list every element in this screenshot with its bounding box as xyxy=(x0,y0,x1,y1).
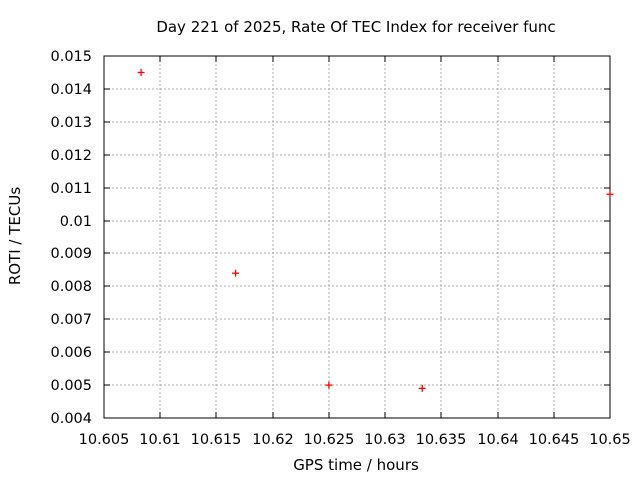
x-axis-label: GPS time / hours xyxy=(293,456,419,474)
x-tick-label: 10.63 xyxy=(364,432,406,448)
x-tick-label: 10.645 xyxy=(529,432,580,448)
y-axis-label: ROTI / TECUs xyxy=(6,187,24,285)
x-tick-label: 10.635 xyxy=(416,432,467,448)
data-point-marker xyxy=(137,68,145,76)
data-point-marker xyxy=(325,381,333,389)
data-point-markers xyxy=(137,68,614,392)
x-tick-label: 10.61 xyxy=(139,432,181,448)
y-tick-label: 0.012 xyxy=(50,148,92,164)
y-tick-label: 0.007 xyxy=(50,312,92,328)
y-tick-label: 0.014 xyxy=(50,82,92,98)
data-point-marker xyxy=(418,384,426,392)
y-tick-label: 0.004 xyxy=(50,411,92,427)
data-point-marker xyxy=(606,190,614,198)
x-tick-label: 10.625 xyxy=(304,432,355,448)
x-tick-label: 10.64 xyxy=(477,432,519,448)
y-tick-label: 0.011 xyxy=(50,181,92,197)
data-point-marker xyxy=(232,269,240,277)
chart-title: Day 221 of 2025, Rate Of TEC Index for r… xyxy=(156,18,555,36)
y-tick-label: 0.009 xyxy=(50,246,92,262)
x-tick-label: 10.615 xyxy=(191,432,242,448)
y-tick-label: 0.008 xyxy=(50,279,92,295)
tick-labels: 10.605 10.61 10.615 10.62 10.625 10.63 10.635 1… xyxy=(50,49,630,448)
y-tick-label: 0.015 xyxy=(50,49,92,65)
x-tick-label: 10.65 xyxy=(589,432,631,448)
y-tick-label: 0.013 xyxy=(50,115,92,131)
y-tick-label: 0.005 xyxy=(50,378,92,394)
x-tick-label: 10.605 xyxy=(79,432,130,448)
plot-border-and-ticks xyxy=(103,55,611,419)
gridlines xyxy=(104,56,610,418)
y-tick-label: 0.006 xyxy=(50,345,92,361)
x-tick-label: 10.62 xyxy=(252,432,294,448)
plot-border xyxy=(103,55,611,419)
y-tick-label: 0.01 xyxy=(60,214,92,230)
